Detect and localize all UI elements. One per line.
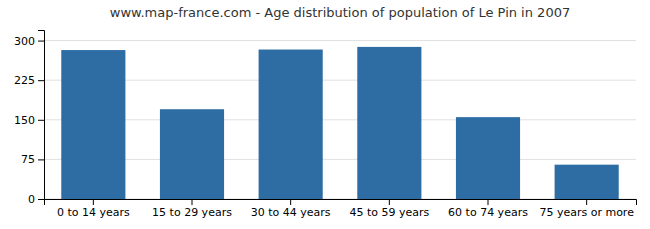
x-axis: 0 to 14 years 15 to 29 years 30 to 44 year… xyxy=(45,199,637,219)
grid-line xyxy=(44,40,636,41)
y-tick-label: 75 xyxy=(21,153,35,166)
bar xyxy=(456,117,520,199)
x-tick-mark xyxy=(488,199,489,205)
y-tick: 0 xyxy=(28,193,44,206)
y-tick-label: 150 xyxy=(14,114,35,127)
y-tick-label: 300 xyxy=(14,35,35,48)
y-tick-mark xyxy=(38,199,44,200)
grid xyxy=(44,41,636,199)
x-tick-label: 60 to 74 years xyxy=(448,206,528,219)
x-tick: 30 to 44 years xyxy=(251,199,331,219)
bars xyxy=(61,47,618,199)
x-tick: 0 to 14 years xyxy=(57,199,130,219)
bar xyxy=(160,109,224,199)
bar xyxy=(555,165,619,199)
grid-line xyxy=(44,80,636,81)
x-tick-label: 45 to 59 years xyxy=(349,206,429,219)
bar xyxy=(259,50,323,199)
y-axis-line xyxy=(38,31,45,200)
chart-svg: www.map-france.com - Age distribution of… xyxy=(0,0,650,229)
x-tick-label: 15 to 29 years xyxy=(152,206,232,219)
x-axis-line xyxy=(45,200,637,206)
bar xyxy=(61,50,125,199)
y-tick-label: 0 xyxy=(28,193,35,206)
y-tick: 225 xyxy=(14,74,44,87)
x-tick-mark xyxy=(586,199,587,205)
y-tick-mark xyxy=(38,41,44,42)
x-tick-label: 0 to 14 years xyxy=(57,206,130,219)
y-tick-mark xyxy=(38,120,44,121)
chart-container: www.map-france.com - Age distribution of… xyxy=(0,0,650,229)
x-tick-mark xyxy=(290,199,291,205)
bar xyxy=(357,47,421,199)
y-tick-mark xyxy=(38,159,44,160)
x-tick: 60 to 74 years xyxy=(448,199,528,219)
y-tick-mark xyxy=(38,80,44,81)
x-tick-label: 30 to 44 years xyxy=(251,206,331,219)
title: www.map-france.com - Age distribution of… xyxy=(110,5,570,20)
y-tick-label: 225 xyxy=(14,74,35,87)
x-tick: 15 to 29 years xyxy=(152,199,232,219)
x-tick-label: 75 years or more xyxy=(539,206,634,219)
y-tick: 150 xyxy=(14,114,44,127)
y-axis: 0 75 150 225 300 xyxy=(14,31,45,207)
grid-line xyxy=(44,119,636,120)
x-tick: 75 years or more xyxy=(539,199,634,219)
x-tick-mark xyxy=(93,199,94,205)
grid-line xyxy=(44,159,636,160)
x-tick-mark xyxy=(389,199,390,205)
x-tick: 45 to 59 years xyxy=(349,199,429,219)
y-tick: 75 xyxy=(21,153,44,166)
x-tick-mark xyxy=(192,199,193,205)
y-tick: 300 xyxy=(14,35,44,48)
